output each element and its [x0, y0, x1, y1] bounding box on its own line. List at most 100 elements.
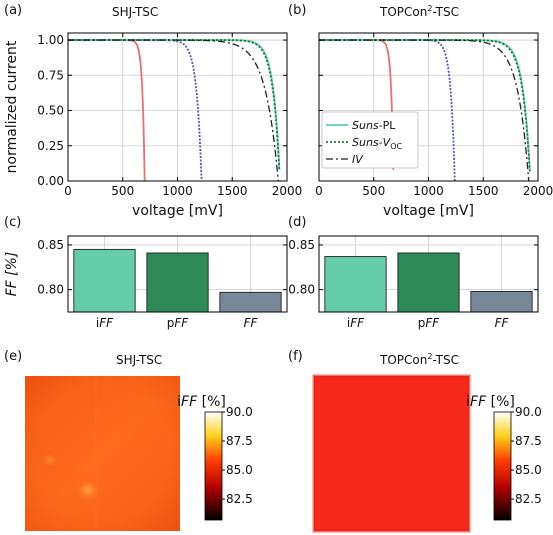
x-tick-label: 2000	[523, 184, 553, 198]
colorbar-gradient	[493, 411, 512, 521]
bar-plainff	[470, 290, 533, 313]
panel-label-d: (d)	[288, 215, 306, 230]
legend-suns-voc-dash: -	[379, 136, 383, 149]
colorbar-title-suffix: [%]	[197, 394, 226, 410]
colorbar-title-prefix: i	[466, 394, 470, 410]
panel-title-f-sup: 2	[427, 352, 432, 361]
x-tick-label: iFF	[347, 316, 365, 330]
legend-suns-voc-sub: OC	[390, 142, 402, 151]
panel-title-a: SHJ-TSC	[112, 5, 158, 19]
legend-suns-voc-italic: Suns	[352, 136, 379, 149]
x-tick-prefix: i	[347, 316, 350, 330]
colorbar-title-suffix: [%]	[486, 394, 515, 410]
panel-label-e: (e)	[4, 349, 22, 364]
panel-label-c: (c)	[4, 215, 21, 230]
colorbar-tick-label: 87.5	[226, 434, 253, 448]
y-tick-label: 0.50	[37, 104, 64, 118]
map-e-bright-spot-2	[42, 453, 58, 467]
colorbar-tick-label: 82.5	[226, 492, 253, 506]
x-tick-label: 1000	[413, 184, 444, 198]
series-line-suns_voc	[68, 39, 281, 171]
panel-title-b-tail: -TSC	[432, 5, 459, 19]
panel-title-b-main: TOPCon	[379, 5, 427, 19]
x-tick-label: 1500	[468, 184, 499, 198]
bar-iff	[324, 256, 387, 313]
y-tick-label: 1.00	[37, 33, 64, 47]
legend-suns-voc-v: V	[383, 136, 392, 149]
panel-label-a: (a)	[4, 3, 22, 18]
x-tick-prefix: i	[96, 316, 99, 330]
legend-box	[321, 111, 419, 169]
legend-label-suns-voc: Suns-VOC	[352, 136, 402, 151]
bar-pff	[146, 252, 209, 313]
chart-d: iFF pFF FF 0.80 0.85	[288, 235, 539, 330]
colorbar-tick-label: 90.0	[515, 405, 542, 419]
panel-title-f-tail: -TSC	[432, 353, 459, 367]
x-tick-italic: FF	[244, 316, 259, 330]
x-tick-label: 500	[111, 184, 134, 198]
map-f-base	[314, 376, 469, 531]
x-tick-label: FF	[244, 316, 259, 330]
bar-plainff	[219, 291, 282, 313]
x-tick-italic: FF	[174, 316, 189, 330]
x-tick-label: 500	[362, 184, 385, 198]
x-tick-label: 1500	[217, 184, 248, 198]
panel-title-f: TOPCon2-TSC	[379, 352, 459, 367]
panel-label-f: (f)	[288, 349, 303, 364]
bar-pff	[397, 252, 460, 313]
plot-frame	[318, 235, 539, 313]
y-tick-label: 0.80	[288, 283, 315, 297]
x-tick-label: 1000	[162, 184, 193, 198]
x-tick-prefix: p	[167, 316, 175, 330]
colorbar-title: iFF [%]	[466, 394, 515, 410]
panel-title-e: SHJ-TSC	[116, 353, 162, 367]
legend-label-iv: IV	[352, 153, 364, 166]
legend: Suns-PL Suns-VOC IV	[321, 111, 419, 169]
x-tick-label: 0	[315, 184, 323, 198]
colorbar-tick-label: 87.5	[515, 434, 542, 448]
x-tick-prefix: p	[418, 316, 426, 330]
colorbar-f: iFF [%]90.0 87.5 85.0 82.5	[466, 394, 542, 521]
y-tick-label: 0.00	[37, 174, 64, 188]
y-tick-label: 0.75	[37, 68, 64, 82]
colorbar-tick-label: 82.5	[515, 492, 542, 506]
legend-suns-pl-plain: -PL	[379, 119, 397, 132]
x-tick-label: 0	[64, 184, 72, 198]
y-tick-label: 0.85	[37, 238, 64, 252]
y-tick-label: 0.80	[37, 283, 64, 297]
panel-title-b: TOPCon2-TSC	[379, 4, 459, 19]
y-axis-label: normalized current	[4, 40, 20, 173]
x-tick-label: 2000	[272, 184, 303, 198]
colorbar-title-italic: FF	[470, 394, 487, 410]
x-tick-label: iFF	[96, 316, 114, 330]
map-f	[312, 374, 471, 533]
y-tick-label: 0.25	[37, 139, 64, 153]
panel-title-b-sup: 2	[427, 4, 432, 13]
panel-label-b: (b)	[288, 3, 306, 18]
x-axis-label: voltage [mV]	[383, 203, 474, 219]
x-tick-italic: FF	[495, 316, 510, 330]
colorbar-tick-label: 90.0	[226, 405, 253, 419]
colorbar-tick-label: 85.0	[226, 463, 253, 477]
colorbar-e: iFF [%]90.0 87.5 85.0 82.5	[177, 394, 253, 521]
colorbar-tick-label: 85.0	[515, 463, 542, 477]
legend-label-suns-pl: Suns-PL	[352, 119, 396, 132]
chart-a: 0 500 1000 1500 2000 0.00 0.25 0.50 0.75 1.00 volt…	[4, 32, 303, 219]
y-tick-label: 0.85	[288, 238, 315, 252]
map-e-bright-spot	[76, 479, 100, 501]
map-e	[25, 376, 180, 531]
colorbar-title: iFF [%]	[177, 394, 226, 410]
x-tick-italic: FF	[99, 316, 114, 330]
x-tick-label: pFF	[167, 316, 190, 330]
series-line-iv	[319, 39, 530, 182]
x-axis-label: voltage [mV]	[132, 203, 223, 219]
x-tick-label: FF	[495, 316, 510, 330]
colorbar-gradient	[204, 411, 223, 521]
series-line-iv	[68, 39, 279, 182]
x-tick-label: pFF	[418, 316, 441, 330]
chart-b: 0 500 1000 1500 2000 voltage [mV]	[315, 32, 553, 219]
colorbar-title-prefix: i	[177, 394, 181, 410]
colorbar-title-italic: FF	[181, 394, 198, 410]
